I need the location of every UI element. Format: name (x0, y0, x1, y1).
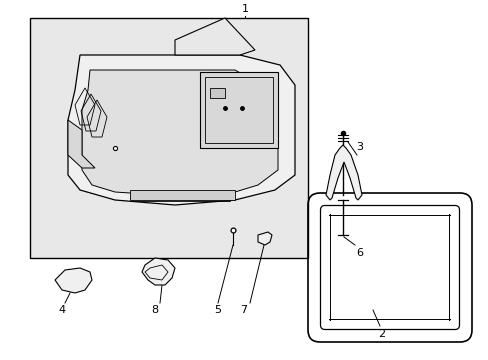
Polygon shape (130, 190, 235, 200)
Text: 7: 7 (240, 305, 247, 315)
Polygon shape (82, 70, 278, 196)
Polygon shape (30, 18, 307, 258)
Polygon shape (68, 55, 294, 205)
Text: 1: 1 (241, 4, 248, 14)
Polygon shape (68, 120, 95, 168)
Text: 3: 3 (356, 142, 363, 152)
Polygon shape (200, 72, 278, 148)
Polygon shape (258, 232, 271, 245)
Polygon shape (175, 18, 254, 55)
Text: 4: 4 (59, 305, 65, 315)
Polygon shape (325, 145, 361, 200)
Text: 5: 5 (214, 305, 221, 315)
Text: 2: 2 (378, 329, 385, 339)
Polygon shape (209, 88, 224, 98)
Text: 6: 6 (356, 248, 363, 258)
Text: 8: 8 (151, 305, 158, 315)
Polygon shape (55, 268, 92, 293)
Polygon shape (142, 258, 175, 285)
